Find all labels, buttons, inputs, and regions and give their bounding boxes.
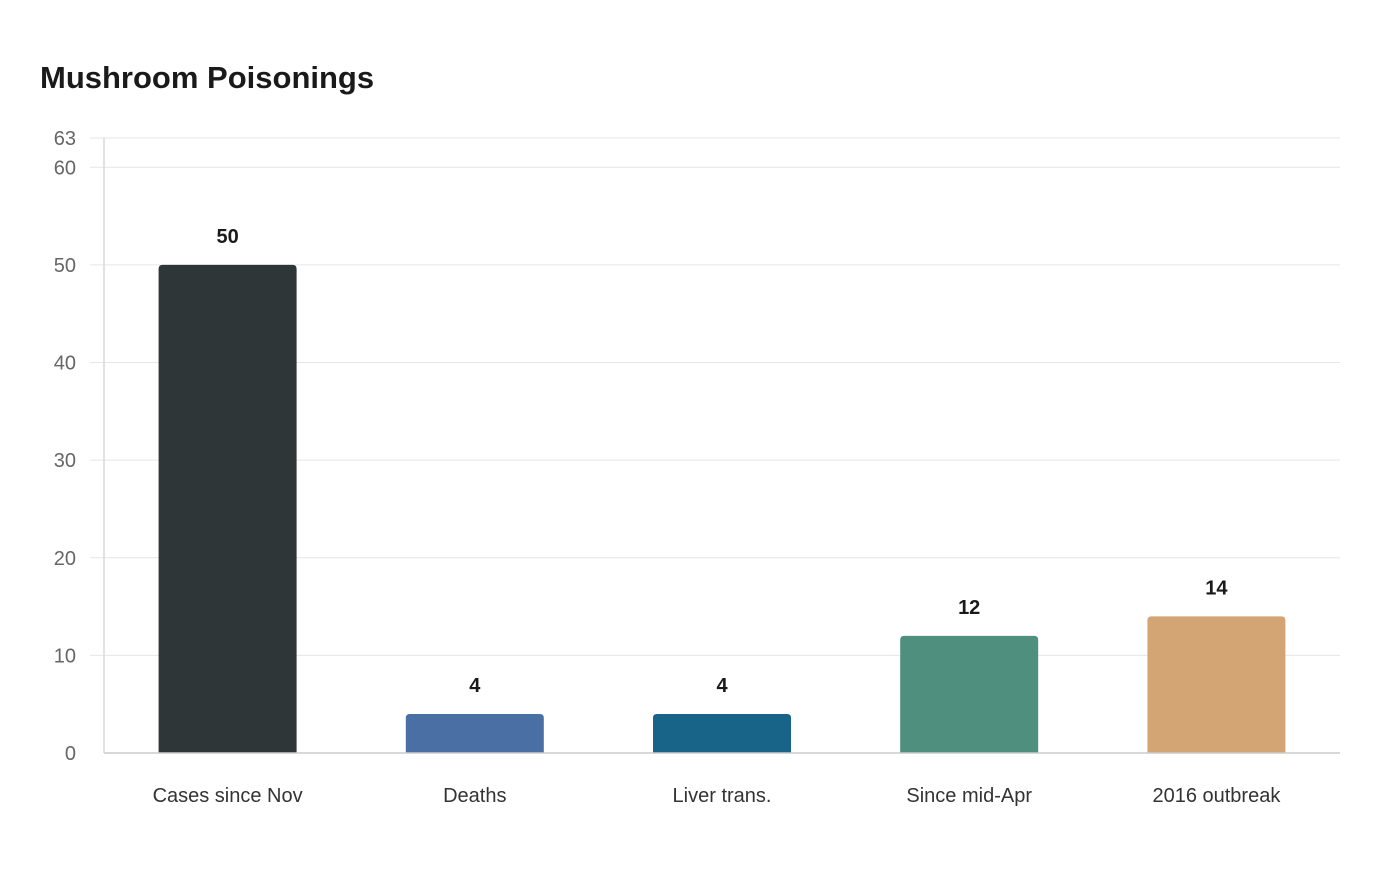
x-tick-label: Deaths: [443, 785, 506, 807]
y-tick-label: 20: [54, 548, 76, 570]
data-label: 12: [958, 597, 980, 619]
data-label: 4: [469, 675, 481, 697]
bar: [653, 713, 791, 753]
x-tick-label: Liver trans.: [673, 785, 772, 807]
bar: [900, 635, 1039, 753]
x-tick-label: Since mid-Apr: [906, 785, 1032, 807]
x-tick-label: Cases since Nov: [153, 785, 303, 807]
y-tick-label: 50: [54, 255, 76, 277]
bar: [1147, 616, 1286, 753]
data-label: 14: [1205, 577, 1228, 599]
bar: [158, 264, 297, 753]
y-tick-label: 0: [65, 743, 76, 765]
y-tick-label: 10: [54, 645, 76, 667]
chart-title: Mushroom Poisonings: [40, 60, 375, 95]
y-tick-label: 63: [54, 128, 76, 150]
data-label: 50: [216, 226, 238, 248]
y-tick-label: 60: [54, 157, 76, 179]
y-tick-label: 30: [54, 450, 76, 472]
x-tick-label: 2016 outbreak: [1152, 785, 1281, 807]
y-tick-label: 40: [54, 353, 76, 375]
bar: [405, 713, 544, 753]
data-label: 4: [716, 675, 728, 697]
